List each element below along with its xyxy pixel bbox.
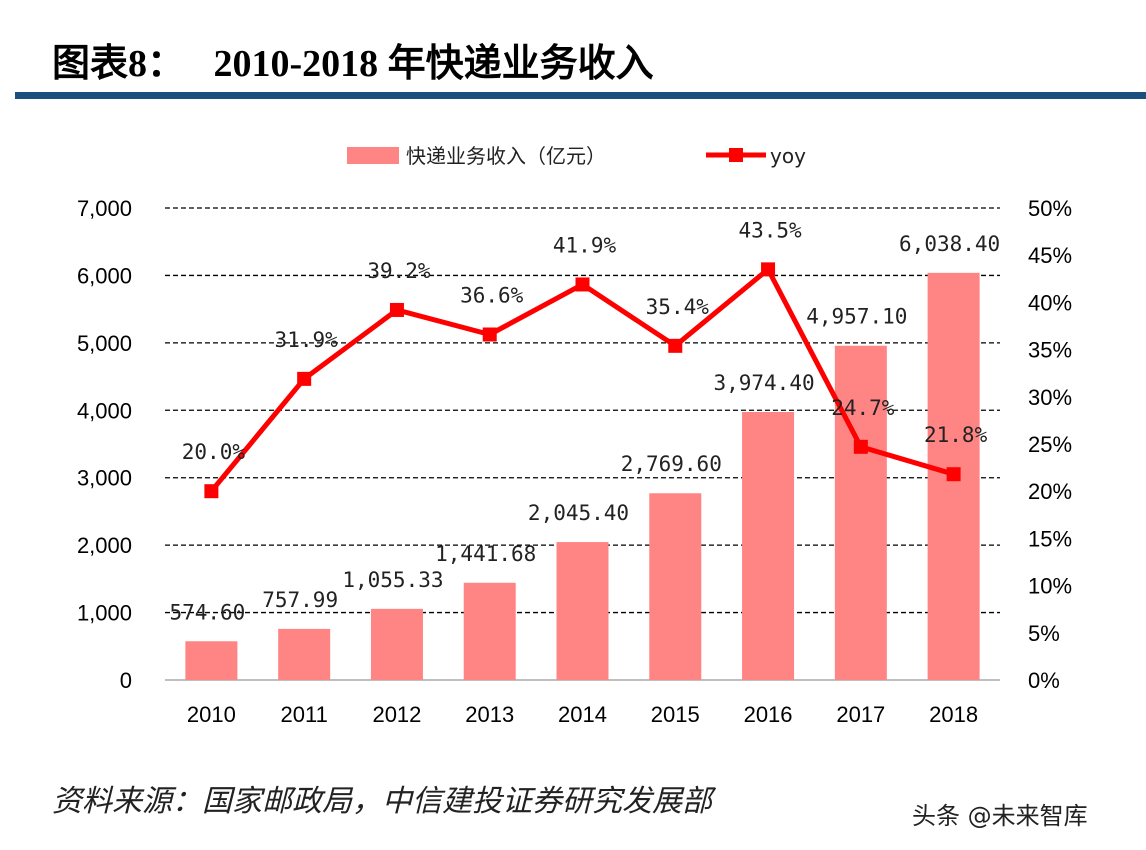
yoy-marker-2014 [575,277,590,292]
bar-data-label: 2,045.40 [528,501,629,525]
bar-2015 [649,493,702,680]
bar-data-label: 574.60 [169,600,245,624]
bar-data-label: 3,974.40 [713,371,814,395]
left-axis-tick: 6,000 [77,263,132,288]
yoy-data-label: 43.5% [738,218,802,242]
yoy-data-label: 21.8% [924,423,988,447]
right-axis-tick: 0% [1028,668,1060,693]
bar-2017 [834,345,887,680]
left-axis-tick: 7,000 [77,196,132,221]
yoy-data-label: 20.0% [182,440,246,464]
x-axis-tick: 2015 [651,702,700,727]
left-axis-tick: 4,000 [77,398,132,423]
yoy-marker-2017 [853,439,868,454]
yoy-marker-2013 [482,327,497,342]
x-axis-tick: 2013 [465,702,514,727]
x-axis-tick: 2014 [558,702,607,727]
yoy-marker-2015 [668,338,683,353]
right-axis-tick: 25% [1028,432,1072,457]
yoy-marker-2016 [761,262,776,277]
bar-data-label: 4,957.10 [806,305,907,329]
right-axis-tick: 35% [1028,338,1072,363]
x-axis-tick: 2016 [744,702,793,727]
yoy-data-label: 24.7% [831,396,895,420]
x-axis-tick: 2017 [836,702,885,727]
right-axis-tick: 50% [1028,196,1072,221]
yoy-data-label: 41.9% [553,233,617,257]
page-title: 图表8： 2010-2018 年快递业务收入 [52,43,654,85]
right-axis-tick: 45% [1028,243,1072,268]
bar-data-label: 757.99 [262,588,338,612]
bar-data-label: 6,038.40 [899,232,1000,256]
yoy-data-label: 35.4% [646,295,710,319]
bar-data-label: 1,055.33 [342,568,443,592]
title-divider [15,92,1146,99]
yoy-marker-2018 [946,467,961,482]
x-axis-tick: 2018 [929,702,978,727]
yoy-marker-2011 [297,371,312,386]
yoy-marker-2010 [204,484,219,499]
right-axis-tick: 15% [1028,526,1072,551]
right-axis-tick: 30% [1028,385,1072,410]
left-axis-tick: 2,000 [77,533,132,558]
right-axis-tick: 5% [1028,621,1060,646]
x-axis-tick: 2011 [281,702,328,727]
bar-2013 [463,582,516,680]
left-axis-tick: 5,000 [77,331,132,356]
bar-2012 [370,608,423,680]
legend-swatch-revenue [347,147,399,164]
bar-data-label: 1,441.68 [435,542,536,566]
yoy-data-label: 39.2% [367,259,431,283]
legend-label-yoy: yoy [770,144,806,168]
left-axis-tick: 1,000 [77,601,132,626]
source-note: 资料来源：国家邮政局，中信建投证券研究发展部 [52,784,712,819]
legend-label-revenue: 快递业务收入（亿元） [406,144,606,168]
yoy-marker-2012 [389,302,404,317]
x-axis-tick: 2012 [372,702,421,727]
right-axis-tick: 10% [1028,574,1072,599]
yoy-data-label: 36.6% [460,283,524,307]
left-axis-tick: 0 [120,668,132,693]
bar-2014 [556,542,609,680]
left-axis-tick: 3,000 [77,466,132,491]
bar-2010 [185,641,238,680]
yoy-data-label: 31.9% [275,328,339,352]
bar-2011 [278,628,331,680]
right-axis-tick: 40% [1028,290,1072,315]
right-axis-tick: 20% [1028,479,1072,504]
bar-data-label: 2,769.60 [621,452,722,476]
x-axis-tick: 2010 [187,702,236,727]
bar-2016 [742,412,795,680]
watermark: 头条 @未来智库 [912,802,1088,830]
legend-swatch-yoy-marker [729,148,743,162]
